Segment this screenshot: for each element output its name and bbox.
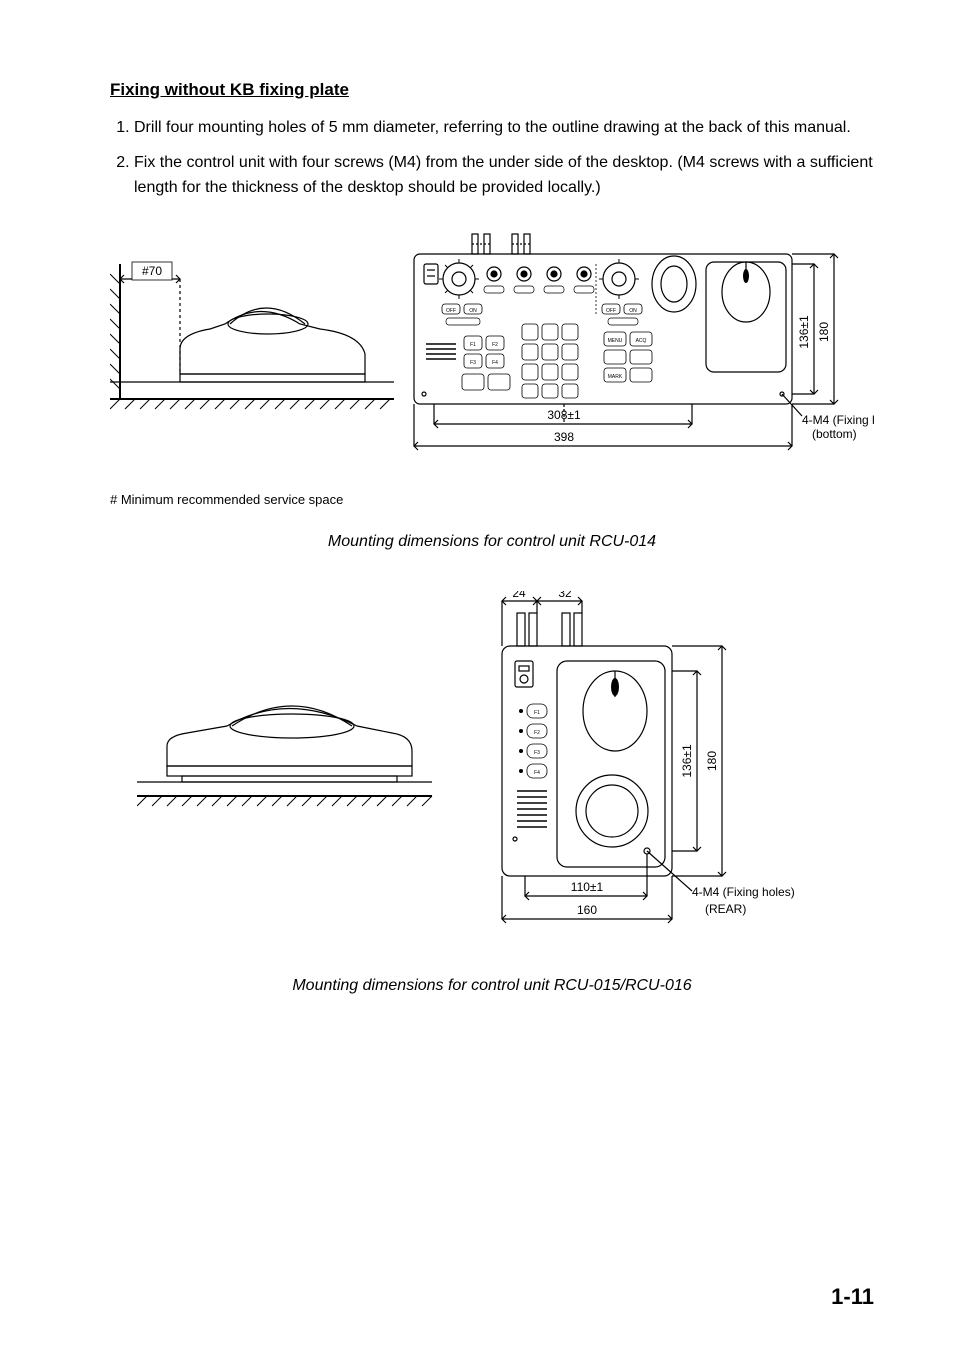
svg-text:ON: ON: [469, 308, 477, 314]
figure-1-row: #70 #70: [110, 224, 874, 484]
svg-text:F3: F3: [470, 360, 476, 366]
page: Fixing without KB fixing plate Drill fou…: [0, 0, 954, 1350]
svg-text:MARK: MARK: [608, 374, 623, 380]
fixing-holes-label: 4-M4 (Fixing holes): [802, 413, 874, 427]
svg-text:110±1: 110±1: [571, 880, 604, 894]
svg-text:180: 180: [705, 751, 719, 771]
svg-text:OFF: OFF: [446, 308, 456, 314]
svg-text:F3: F3: [534, 750, 540, 756]
svg-text:136±1: 136±1: [797, 315, 811, 349]
svg-text:F2: F2: [534, 730, 540, 736]
svg-text:24: 24: [512, 591, 526, 600]
svg-text:136±1: 136±1: [680, 744, 694, 778]
page-number: 1-11: [831, 1284, 874, 1310]
steps-list: Drill four mounting holes of 5 mm diamet…: [110, 116, 874, 200]
fig1-side-view: #70 #70: [110, 224, 394, 424]
svg-text:F1: F1: [534, 710, 540, 716]
fig1-caption: Mounting dimensions for control unit RCU…: [110, 533, 874, 551]
fig1-footnote: # Minimum recommended service space: [110, 492, 874, 507]
svg-text:ON: ON: [629, 308, 637, 314]
svg-text:398: 398: [554, 430, 574, 444]
fixing-holes-label-2: 4-M4 (Fixing holes): [692, 885, 795, 899]
svg-text:#70: #70: [142, 264, 162, 278]
section-heading: Fixing without KB fixing plate: [110, 80, 874, 100]
fig2-top-view: 24 32 F1 F2 F3 F4: [447, 591, 847, 951]
svg-text:(bottom): (bottom): [812, 427, 857, 441]
svg-text:F4: F4: [492, 360, 498, 366]
svg-text:(REAR): (REAR): [705, 902, 746, 916]
fig2-caption: Mounting dimensions for control unit RCU…: [110, 977, 874, 995]
fig2-side-view: [137, 681, 437, 901]
svg-text:OFF: OFF: [606, 308, 616, 314]
step-1: Drill four mounting holes of 5 mm diamet…: [134, 116, 874, 141]
svg-text:32: 32: [558, 591, 572, 600]
svg-text:F2: F2: [492, 342, 498, 348]
svg-text:ACQ: ACQ: [636, 338, 647, 344]
figure-2-row: 24 32 F1 F2 F3 F4: [110, 591, 874, 951]
svg-text:308±1: 308±1: [547, 408, 581, 422]
step-2: Fix the control unit with four screws (M…: [134, 151, 874, 201]
svg-text:F1: F1: [470, 342, 476, 348]
svg-text:F4: F4: [534, 770, 540, 776]
fig1-top-view: OFF ON OFF ON: [394, 224, 874, 484]
svg-text:MENU: MENU: [608, 338, 623, 344]
svg-text:180: 180: [817, 322, 831, 342]
svg-text:160: 160: [577, 903, 597, 917]
